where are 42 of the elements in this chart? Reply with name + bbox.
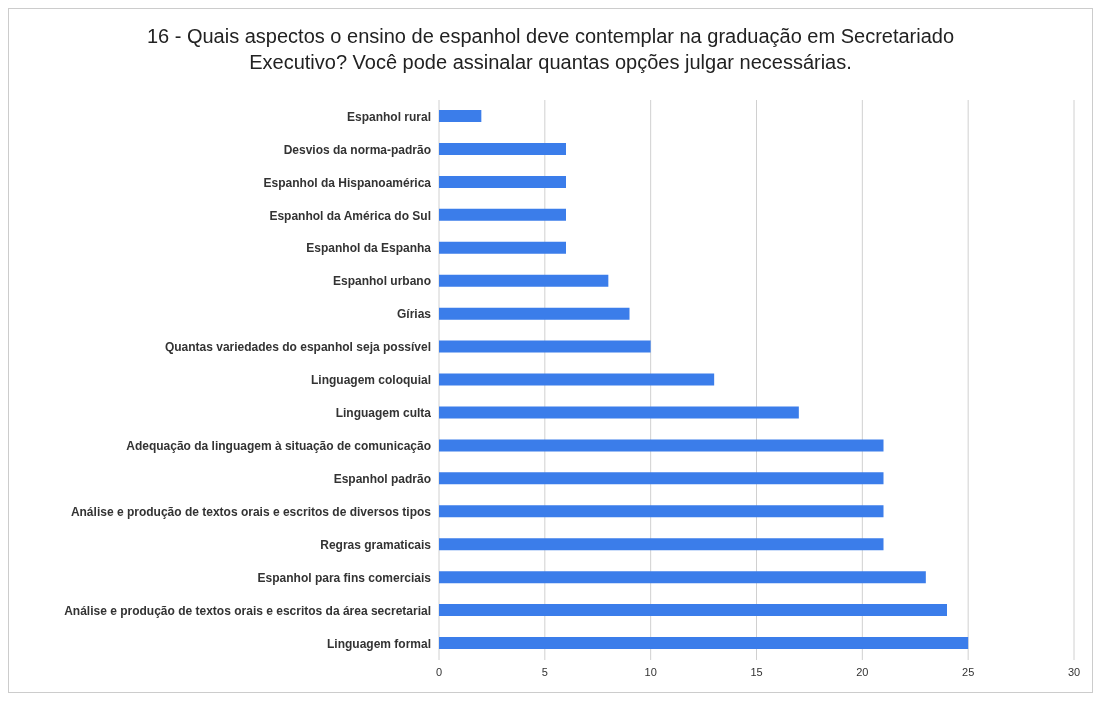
- y-tick-label: Gírias: [396, 307, 432, 322]
- y-tick-label: Espanhol rural: [346, 109, 431, 124]
- y-tick-label: Adequação da linguagem à situação de comunicação: [126, 439, 431, 454]
- y-tick-label: Espanhol padrão: [333, 472, 431, 487]
- x-tick-label: 0: [435, 665, 443, 678]
- bar: [439, 571, 926, 584]
- bar: [439, 142, 566, 155]
- x-tick-label: 5: [541, 665, 548, 678]
- bar: [439, 208, 566, 221]
- y-tick-label: Quantas variedades do espanhol seja possível: [164, 340, 431, 355]
- bar: [439, 406, 799, 419]
- y-tick-label: Linguagem culta: [335, 406, 432, 421]
- y-tick-label: Desvios da norma-padrão: [283, 142, 431, 157]
- bar: [439, 110, 482, 122]
- bar: [439, 439, 884, 452]
- x-tick-label: 25: [962, 665, 975, 678]
- bar: [439, 505, 884, 518]
- y-tick-label: Análise e produção de textos orais e escritos de diversos tipos: [70, 505, 432, 520]
- bar: [439, 307, 630, 320]
- y-tick-label: Espanhol urbano: [332, 274, 431, 289]
- bar: [439, 274, 609, 287]
- y-tick-label: Espanhol para fins comerciais: [257, 570, 432, 585]
- bar: [439, 241, 566, 254]
- bar: [439, 637, 969, 650]
- x-tick-label: 20: [856, 665, 869, 678]
- y-tick-label: Regras gramaticais: [320, 537, 432, 552]
- bar: [439, 340, 651, 353]
- bar: [439, 472, 884, 485]
- y-tick-label: Linguagem coloquial: [310, 373, 431, 388]
- y-tick-label: Linguagem formal: [326, 636, 431, 651]
- bar: [439, 538, 884, 551]
- chart-title: 16 - Quais aspectos o ensino de espanhol deve contemplar na graduação em Secretariado Executivo? Você pode assinalar quantas opções julgar necessárias.: [145, 24, 956, 75]
- bar: [439, 373, 715, 386]
- y-tick-label: Espanhol da Hispanoamérica: [263, 175, 432, 190]
- y-tick-label: Espanhol da Espanha: [306, 241, 432, 256]
- bar: [439, 175, 566, 188]
- x-tick-label: 10: [644, 665, 657, 678]
- y-tick-label: Espanhol da América do Sul: [269, 208, 431, 223]
- y-tick-label: Análise e produção de textos orais e escritos da área secretarial: [64, 603, 431, 618]
- bar: [439, 604, 947, 617]
- x-tick-label: 15: [750, 665, 763, 678]
- x-tick-label: 30: [1067, 665, 1081, 678]
